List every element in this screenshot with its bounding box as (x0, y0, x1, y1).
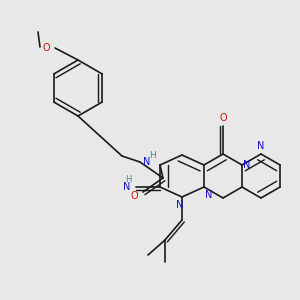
Text: N: N (176, 200, 184, 210)
Text: N: N (257, 141, 265, 151)
Text: N: N (143, 157, 150, 167)
Text: O: O (219, 113, 227, 123)
Text: H: H (148, 151, 155, 160)
Text: N: N (205, 190, 213, 200)
Text: O: O (130, 191, 138, 201)
Text: N: N (123, 182, 130, 192)
Text: O: O (42, 43, 50, 53)
Text: H: H (125, 176, 131, 184)
Text: N: N (243, 160, 251, 170)
